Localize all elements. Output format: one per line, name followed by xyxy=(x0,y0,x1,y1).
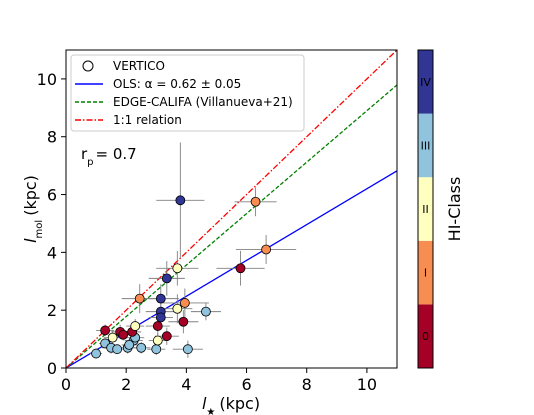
data-point xyxy=(152,335,163,346)
colorbar-segment xyxy=(418,113,433,178)
data-point xyxy=(179,298,190,308)
y-tick-label: 6 xyxy=(47,186,57,205)
x-tick-label: 10 xyxy=(357,375,377,394)
data-point xyxy=(175,195,186,206)
data-point xyxy=(152,321,163,331)
data-point xyxy=(182,344,193,355)
data-point xyxy=(134,293,145,304)
legend-label-vertico: VERTICO xyxy=(113,59,165,73)
data-point xyxy=(172,303,183,314)
data-point xyxy=(201,306,211,317)
legend-box xyxy=(70,54,305,132)
y-tick-label: 2 xyxy=(47,301,57,320)
y-tick-label: 4 xyxy=(47,243,57,262)
legend-label-one-to-one: 1:1 relation xyxy=(113,113,182,127)
colorbar-class-label: II xyxy=(422,203,429,216)
data-point xyxy=(107,332,118,343)
fit-line-one_to_one xyxy=(66,50,397,368)
y-tick-label: 0 xyxy=(47,359,57,378)
colorbar-segment xyxy=(418,304,433,368)
fit-line-edge xyxy=(66,84,397,368)
colorbar-label: HI-Class xyxy=(445,177,464,242)
x-tick-label: 6 xyxy=(241,375,251,394)
data-point xyxy=(100,325,111,336)
x-tick-label: 4 xyxy=(181,375,191,394)
y-axis-label: lmol(kpc) xyxy=(21,175,45,243)
x-tick-label: 0 xyxy=(61,375,71,394)
legend-marker-vertico xyxy=(82,60,94,72)
x-axis-ticks: 0 2 4 6 8 10 xyxy=(61,368,377,394)
data-point xyxy=(172,263,183,274)
data-point xyxy=(178,316,189,327)
colorbar-class-label: IV xyxy=(420,76,431,89)
colorbar-class-label: III xyxy=(421,139,431,152)
legend: VERTICO OLS: α = 0.62 ± 0.05 EDGE-CALIFA… xyxy=(70,54,305,132)
x-tick-label: 8 xyxy=(302,375,312,394)
data-point xyxy=(91,348,101,359)
data-point xyxy=(250,196,261,207)
correlation-annotation: rp = 0.7 xyxy=(81,145,137,168)
legend-label-edge: EDGE-CALIFA (Villanueva+21) xyxy=(113,95,293,109)
y-tick-label: 8 xyxy=(47,128,57,147)
data-points xyxy=(91,195,272,359)
data-point xyxy=(235,263,246,274)
data-point xyxy=(161,331,172,342)
data-point xyxy=(130,321,141,331)
data-point xyxy=(124,339,135,350)
x-axis-label: l★ (kpc) xyxy=(202,394,260,415)
colorbar-segment xyxy=(418,50,433,114)
data-point xyxy=(161,273,172,284)
data-point xyxy=(118,329,129,340)
y-tick-label: 10 xyxy=(37,70,57,89)
data-point xyxy=(136,342,147,353)
colorbar-segment xyxy=(418,177,433,241)
colorbar-class-label: 0 xyxy=(422,330,429,343)
legend-label-ols: OLS: α = 0.62 ± 0.05 xyxy=(113,77,241,91)
y-axis-ticks: 0 2 4 6 8 10 xyxy=(37,70,66,378)
data-point xyxy=(151,344,162,355)
colorbar-segment xyxy=(418,240,433,305)
data-point xyxy=(155,293,166,304)
data-point xyxy=(112,344,123,355)
data-point xyxy=(155,312,166,323)
colorbar-class-label: I xyxy=(424,267,427,280)
x-tick-label: 2 xyxy=(121,375,131,394)
data-point xyxy=(261,244,272,255)
colorbar-frame xyxy=(417,49,434,369)
plot-frame xyxy=(65,49,398,369)
